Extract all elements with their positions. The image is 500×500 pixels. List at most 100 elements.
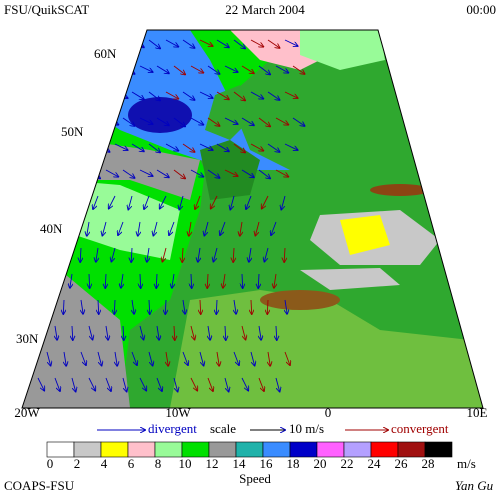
lat-label: 30N <box>16 331 39 346</box>
wind-vector <box>190 65 203 73</box>
lat-label: 40N <box>40 221 63 236</box>
colorbar-box <box>262 441 291 458</box>
colorbar: 0 2 4 6 8 10 12 14 16 18 20 22 24 26 28 <box>46 441 453 471</box>
wind-vector <box>37 169 50 178</box>
wind-vector <box>275 169 288 177</box>
colorbar-label: 2 <box>74 456 81 471</box>
wind-vector <box>54 377 60 391</box>
colorbar-box <box>316 441 345 458</box>
wind-vector <box>122 377 127 392</box>
wind-vector <box>54 65 68 72</box>
wind-vector <box>63 143 75 152</box>
wind-vector <box>165 39 178 47</box>
wind-vector <box>122 117 135 126</box>
wind-vector <box>174 325 175 340</box>
wind-vector <box>292 65 305 74</box>
atlas <box>260 290 340 310</box>
wind-vector <box>131 91 144 99</box>
colorbar-label: 0 <box>47 456 54 471</box>
wind-vector <box>160 195 167 209</box>
colorbar-box <box>154 441 183 458</box>
wind-vector <box>190 169 203 177</box>
wind-vector <box>115 351 117 366</box>
wind-vector <box>169 221 175 235</box>
wind-vector <box>262 195 269 209</box>
wind-vector <box>139 65 153 72</box>
wind-vector <box>250 143 263 151</box>
lon-label: 0 <box>325 405 332 420</box>
wind-vector <box>37 325 42 340</box>
wind-vector <box>37 65 50 74</box>
wind-vector <box>105 273 106 288</box>
wind-vector <box>250 39 263 47</box>
wind-vector <box>105 169 118 177</box>
wind-vector <box>114 39 128 46</box>
wind-vector <box>267 143 280 152</box>
wind-vector <box>258 65 270 74</box>
wind-vector <box>220 221 226 235</box>
lat-label: 50N <box>61 124 84 139</box>
wind-vector <box>139 169 153 176</box>
wind-vector <box>172 273 174 288</box>
wind-vector <box>156 273 157 288</box>
wind-vector <box>63 299 64 314</box>
colorbar-box <box>343 441 372 458</box>
wind-vector <box>131 247 132 262</box>
wind-vector <box>106 325 108 340</box>
wind-vector <box>199 91 213 98</box>
wind-vector <box>189 221 191 236</box>
wind-vector <box>199 143 213 150</box>
wind-vector <box>182 39 195 48</box>
wind-vector <box>217 351 219 366</box>
wind-vector <box>284 91 298 98</box>
wind-vector <box>88 65 100 74</box>
wind-vector <box>156 65 169 73</box>
wind-vector <box>88 377 95 391</box>
wind-vector <box>284 351 290 365</box>
map-frame <box>21 29 484 409</box>
wind-vector <box>29 351 35 365</box>
wind-vector <box>182 247 183 262</box>
wind-vector <box>264 247 269 262</box>
wind-vector <box>200 299 201 314</box>
wind-vector <box>114 143 128 150</box>
wind-vector <box>182 143 195 152</box>
wind-vector <box>274 273 276 288</box>
wind-vector <box>268 351 270 366</box>
colorbar-label: 26 <box>395 456 409 471</box>
colorbar-box <box>424 441 453 458</box>
wind-vector <box>131 143 144 151</box>
wind-vector <box>88 325 93 340</box>
wind-vector <box>88 117 100 126</box>
wind-vector <box>233 39 245 48</box>
colorbar-box <box>100 441 129 458</box>
wind-vector <box>46 91 59 99</box>
wind-vector <box>165 143 178 151</box>
wind-vector <box>267 299 268 314</box>
wind-vector <box>156 377 162 391</box>
wind-vector <box>211 195 218 209</box>
colorbar-label: 18 <box>287 456 300 471</box>
wind-vector <box>55 325 57 340</box>
wind-vector <box>216 39 229 47</box>
ocean-darkblue <box>128 97 192 133</box>
wind-vector <box>240 221 242 236</box>
wind-vector <box>182 351 188 365</box>
wind-vector <box>233 91 245 100</box>
wind-vector <box>37 377 44 391</box>
wind-vector <box>233 351 239 365</box>
wind-vector <box>199 39 213 46</box>
wind-vector <box>93 195 99 209</box>
wind-vector <box>224 377 229 392</box>
wind-vector <box>275 377 280 392</box>
alps <box>370 184 430 196</box>
wind-vector <box>230 195 235 210</box>
wind-vector <box>47 299 48 314</box>
wind-vector <box>249 247 251 262</box>
wind-vector <box>80 247 81 262</box>
wind-vector <box>121 273 123 288</box>
scale-label: scale <box>210 421 236 436</box>
wind-vector <box>271 221 277 235</box>
footer-right: Yan Gu <box>455 478 494 493</box>
colorbar-box <box>73 441 102 458</box>
